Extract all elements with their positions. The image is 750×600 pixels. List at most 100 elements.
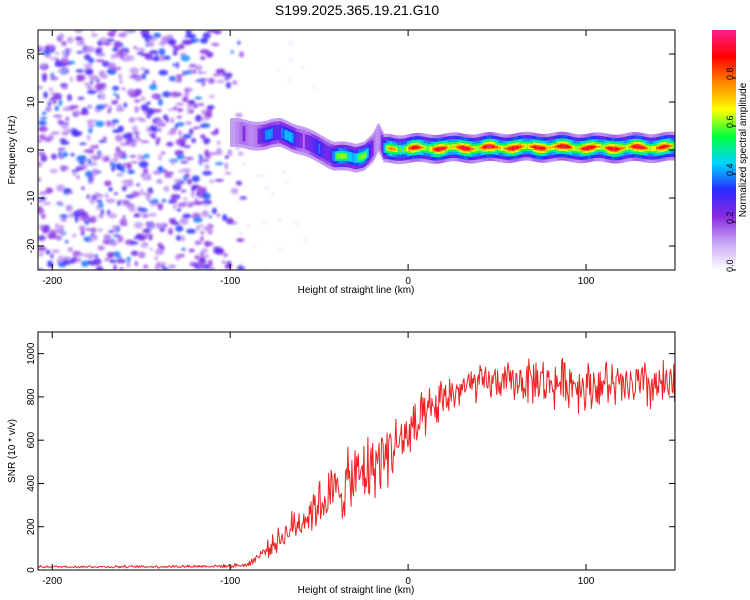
noise-blob (236, 238, 245, 243)
noise-blob (76, 155, 86, 163)
noise-blob (123, 53, 129, 57)
ridge-segment (314, 138, 317, 155)
ridge-segment (519, 145, 521, 149)
noise-blob (51, 153, 57, 160)
noise-blob (157, 203, 164, 211)
noise-blob (74, 30, 83, 34)
noise-blob (38, 177, 42, 182)
ridge-segment (439, 147, 441, 151)
noise-blob (236, 265, 246, 270)
noise-blob (142, 192, 152, 196)
noise-blob (68, 48, 73, 53)
noise-blob (289, 41, 293, 45)
noise-blob (138, 251, 146, 259)
noise-blob (141, 73, 147, 80)
noise-blob (212, 73, 221, 77)
ridge-segment (512, 146, 515, 150)
ridge-segment (618, 147, 621, 151)
noise-blob (118, 32, 127, 38)
colorbar-gradient (712, 30, 736, 270)
noise-blob (162, 91, 171, 98)
noise-blob (156, 137, 161, 143)
ridge-segment (486, 145, 489, 148)
noise-blob (103, 41, 112, 46)
noise-blob (180, 189, 187, 193)
ridge-segment (475, 146, 478, 152)
noise-blob (211, 207, 217, 214)
noise-blob (106, 38, 115, 42)
ridge-segment (598, 145, 601, 149)
noise-blob (158, 98, 163, 106)
ridge-segment (317, 140, 319, 156)
noise-blob (185, 120, 193, 126)
noise-blob (120, 163, 127, 167)
noise-blob (107, 213, 118, 219)
ridge-segment (245, 123, 247, 146)
colorbar-tick-label: 0.0 (725, 259, 735, 272)
noise-blob (88, 180, 94, 185)
ridge-segment (497, 144, 500, 151)
noise-blob (143, 264, 149, 269)
noise-blob (215, 162, 224, 166)
noise-blob (89, 80, 94, 85)
ridge-segment (339, 153, 342, 159)
noise-blob (193, 126, 200, 130)
ridge-segment (445, 146, 448, 149)
ridge-segment (343, 153, 346, 159)
noise-blob (143, 213, 148, 219)
ridge-segment (347, 151, 349, 162)
noise-blob (48, 87, 54, 91)
ridge-segment (368, 143, 370, 160)
ridge-segment (421, 146, 424, 149)
noise-blob (89, 154, 100, 159)
ridge-segment (654, 145, 657, 152)
ridge-segment (609, 147, 612, 150)
colorbar: 0.0 0.2 0.4 0.6 0.8 Normalized spectral ampl… (712, 30, 749, 272)
ridge-segment (238, 121, 241, 144)
ridge-segment (520, 145, 522, 148)
noise-blob (88, 119, 98, 123)
noise-blob (126, 88, 136, 96)
noise-blob (104, 180, 112, 187)
noise-blob (115, 255, 123, 259)
ridge-segment (420, 146, 423, 149)
ridge-segment (289, 132, 292, 142)
noise-blob (168, 228, 174, 235)
noise-blob (134, 260, 138, 267)
ridge-segment (358, 154, 361, 161)
noise-blob (123, 102, 128, 108)
spectrogram-y-tick-label: 10 (26, 96, 37, 108)
ridge-segment (273, 125, 276, 141)
ridge-segment (661, 145, 663, 149)
noise-blob (89, 238, 94, 243)
ridge-segment (354, 153, 357, 164)
noise-blob (122, 214, 126, 220)
ridge-segment (603, 144, 606, 151)
ridge-segment (441, 147, 444, 150)
ridge-segment (249, 124, 252, 147)
noise-blob (50, 253, 54, 259)
noise-blob (161, 124, 167, 127)
noise-blob (94, 83, 105, 91)
ridge-segment (301, 133, 303, 149)
noise-blob (125, 138, 131, 146)
noise-blob (176, 107, 184, 113)
ridge-segment (606, 146, 608, 150)
spectrogram-y-tick-label: -20 (26, 238, 37, 253)
ridge-segment (490, 145, 493, 148)
ridge-segment (435, 148, 438, 151)
ridge-segment (614, 147, 617, 151)
ridge-segment (254, 125, 257, 148)
noise-blob (215, 151, 224, 156)
noise-blob (76, 74, 83, 82)
ridge-segment (425, 145, 428, 151)
noise-blob (151, 93, 160, 100)
noise-blob (247, 225, 251, 228)
noise-blob (169, 91, 180, 98)
noise-blob (239, 232, 243, 235)
noise-blob (66, 36, 74, 44)
ridge-segment (504, 147, 506, 150)
noise-blob (200, 231, 205, 235)
noise-blob (67, 247, 74, 252)
snr-x-ticks: -200 -100 0 100 (42, 332, 595, 587)
